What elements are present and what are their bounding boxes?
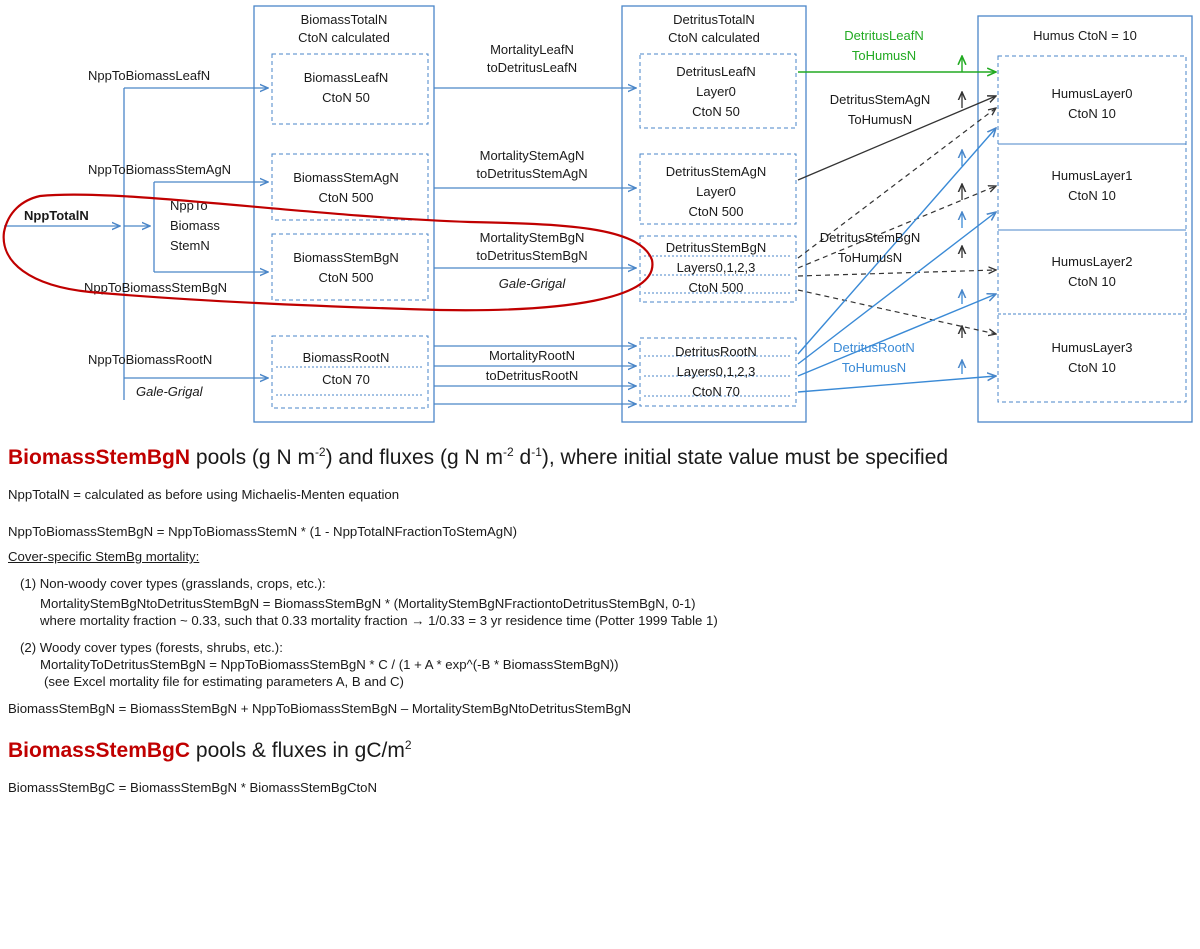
flux-mort-root-l1: MortalityRootN <box>489 348 575 363</box>
humus-layer1-cton: CtoN 10 <box>1068 188 1116 203</box>
detritus-root-layers: Layers0,1,2,3 <box>677 364 756 379</box>
humus-layer1-label: HumusLayer1 <box>1052 168 1133 183</box>
detritus-total-subtitle: CtoN calculated <box>668 30 760 45</box>
detritus-leaf-box <box>639 53 797 129</box>
detritus-stemag-layer: Layer0 <box>696 184 736 199</box>
biomass-stemag-label: BiomassStemAgN <box>293 170 398 185</box>
detritus-root-box <box>639 337 797 407</box>
detritus-total-title: DetritusTotalN <box>673 12 755 27</box>
gale-grigal-label-root: Gale-Grigal <box>136 384 204 399</box>
detritus-stembg-label: DetritusStemBgN <box>666 240 766 255</box>
humus-layer3-cton: CtoN 10 <box>1068 360 1116 375</box>
mortality-heading: Cover-specific StemBg mortality: <box>8 549 200 564</box>
humus-layer2-cton: CtoN 10 <box>1068 274 1116 289</box>
nitrogen-flow-diagram: BiomassTotalN CtoN calculated DetritusTo… <box>2 5 1193 423</box>
detritus-leaf-layer: Layer0 <box>696 84 736 99</box>
line-carbon: BiomassStemBgC = BiomassStemBgN * Biomas… <box>8 780 378 795</box>
biomass-root-box <box>271 335 429 409</box>
flux-det-stemag-arrow <box>797 96 996 181</box>
humus-layer0-label: HumusLayer0 <box>1052 86 1133 101</box>
flux-det-stemag-l1: DetritusStemAgN <box>830 92 930 107</box>
stembg-highlight-loop <box>2 193 654 312</box>
biomass-leaf-cton: CtoN 50 <box>322 90 370 105</box>
npp-to-biomass-stem-l2: Biomass <box>170 218 220 233</box>
biomass-stemag-box <box>271 153 429 221</box>
case1-note: where mortality fraction ~ 0.33, such th… <box>40 613 718 628</box>
biomass-root-label: BiomassRootN <box>303 350 390 365</box>
humus-layer3-label: HumusLayer3 <box>1052 340 1133 355</box>
biomass-stemag-cton: CtoN 500 <box>319 190 374 205</box>
humus-layer0-cton: CtoN 10 <box>1068 106 1116 121</box>
flux-det-leaf-l1: DetritusLeafN <box>844 28 923 43</box>
detritus-stembg-layers: Layers0,1,2,3 <box>677 260 756 275</box>
detritus-root-cton: CtoN 70 <box>692 384 740 399</box>
flux-npp-leaf-label: NppToBiomassLeafN <box>88 68 210 83</box>
biomass-total-title: BiomassTotalN <box>301 12 388 27</box>
detritus-stembg-cton: CtoN 500 <box>689 280 744 295</box>
case1-equation: MortalityStemBgNtoDetritusStemBgN = Biom… <box>40 596 696 611</box>
flux-det-stembg-l2: ToHumusN <box>838 250 902 265</box>
detritus-stembg-box <box>639 235 797 303</box>
detritus-stemag-box <box>639 153 797 225</box>
case2-title: (2) Woody cover types (forests, shrubs, … <box>20 640 283 655</box>
detritus-leaf-label: DetritusLeafN <box>676 64 755 79</box>
notes-section: BiomassStemBgN pools (g N m-2) and fluxe… <box>8 438 1188 796</box>
detritus-leaf-cton: CtoN 50 <box>692 104 740 119</box>
biomass-stembg-label: BiomassStemBgN <box>293 250 398 265</box>
detritus-total-column <box>621 5 807 423</box>
flux-mort-leaf-l2: toDetritusLeafN <box>487 60 577 75</box>
npp-to-biomass-stem-l3: StemN <box>170 238 210 253</box>
detritus-root-label: DetritusRootN <box>675 344 757 359</box>
flux-det-leaf-l2: ToHumusN <box>852 48 916 63</box>
flux-mort-stemag-l2: toDetritusStemAgN <box>476 166 587 181</box>
biomass-leaf-box <box>271 53 429 125</box>
case2-equation: MortalityToDetritusStemBgN = NppToBiomas… <box>40 657 619 672</box>
case2-note: (see Excel mortality file for estimating… <box>44 674 404 689</box>
flux-npp-root-label: NppToBiomassRootN <box>88 352 212 367</box>
heading-nitrogen-pool: BiomassStemBgN <box>8 446 191 469</box>
biomass-total-column <box>253 5 435 423</box>
heading-carbon: BiomassStemBgC pools & fluxes in gC/m2 <box>8 738 412 762</box>
heading-nitrogen: BiomassStemBgN pools (g N m-2) and fluxe… <box>8 445 949 469</box>
flux-mort-leaf-l1: MortalityLeafN <box>490 42 574 57</box>
line-npp-total: NppTotalN = calculated as before using M… <box>8 487 400 502</box>
gale-grigal-label-stembg: Gale-Grigal <box>499 276 567 291</box>
flux-det-root-l1: DetritusRootN <box>833 340 915 355</box>
humus-layer2-label: HumusLayer2 <box>1052 254 1133 269</box>
case1-title: (1) Non-woody cover types (grasslands, c… <box>20 576 326 591</box>
biomass-stembg-cton: CtoN 500 <box>319 270 374 285</box>
flux-mort-stembg-l2: toDetritusStemBgN <box>476 248 587 263</box>
biomass-root-cton: CtoN 70 <box>322 372 370 387</box>
humus-title: Humus CtoN = 10 <box>1033 28 1137 43</box>
flux-npp-stemag-label: NppToBiomassStemAgN <box>88 162 231 177</box>
heading-carbon-pool: BiomassStemBgC <box>8 739 191 762</box>
detritus-stemag-label: DetritusStemAgN <box>666 164 766 179</box>
humus-layers-box <box>997 55 1187 403</box>
flux-npp-stembg-label: NppToBiomassStemBgN <box>84 280 227 295</box>
detritus-stemag-cton: CtoN 500 <box>689 204 744 219</box>
flux-det-root-l2: ToHumusN <box>842 360 906 375</box>
biomass-stembg-box <box>271 233 429 301</box>
flux-mort-stemag-l1: MortalityStemAgN <box>480 148 585 163</box>
biomass-total-subtitle: CtoN calculated <box>298 30 390 45</box>
flux-mort-root-l2: toDetritusRootN <box>486 368 578 383</box>
npp-total-label: NppTotalN <box>24 208 89 223</box>
flux-det-stemag-l2: ToHumusN <box>848 112 912 127</box>
flux-mort-stembg-l1: MortalityStemBgN <box>480 230 585 245</box>
humus-column <box>977 15 1193 423</box>
biomass-leaf-label: BiomassLeafN <box>304 70 389 85</box>
flux-det-stembg-l1: DetritusStemBgN <box>820 230 920 245</box>
line-npp-stembg: NppToBiomassStemBgN = NppToBiomassStemN … <box>8 524 518 539</box>
line-balance: BiomassStemBgN = BiomassStemBgN + NppToB… <box>8 701 631 716</box>
